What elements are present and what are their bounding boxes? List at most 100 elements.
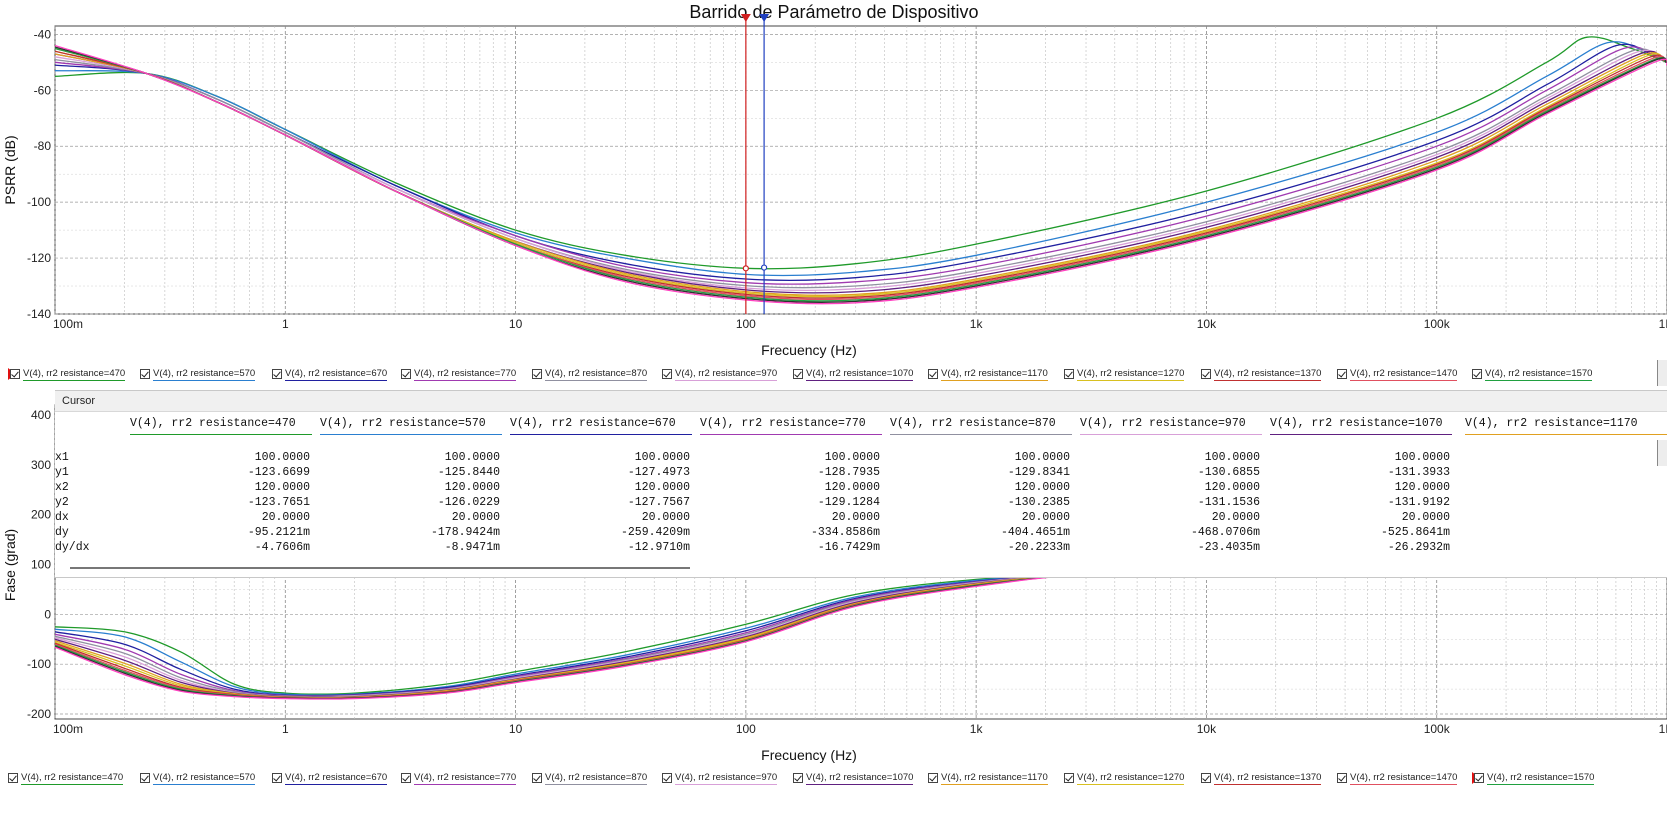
legend-checkbox[interactable] [401,773,411,783]
legend-swatch [1214,783,1322,785]
cursor-cell: -130.6855 [1197,466,1260,479]
cursor-cell: -95.2121m [247,526,310,539]
cursor-cell: -131.9192 [1387,496,1450,509]
legend-checkbox[interactable] [1337,369,1347,379]
cursor-cell: 100.0000 [824,451,880,464]
legend-item[interactable]: V(4), rr2 resistance=1570 [1472,770,1595,786]
legend-item[interactable]: V(4), rr2 resistance=1170 [928,770,1048,786]
cursor-cell: 120.0000 [444,481,500,494]
legend-checkbox[interactable] [532,369,542,379]
legend-swatch [414,379,517,381]
series-line-1[interactable] [55,573,1207,695]
series-line-2[interactable] [55,573,1207,696]
legend-swatch [21,783,124,785]
cursor-handle-b[interactable] [759,14,770,22]
legend-checkbox[interactable] [793,773,803,783]
cursor-cell: -16.7429m [817,541,880,554]
legend-item[interactable]: V(4), rr2 resistance=770 [401,366,517,382]
cursor-marker-a [742,265,749,272]
legend-checkbox[interactable] [928,369,938,379]
legend-item[interactable]: V(4), rr2 resistance=1370 [1201,366,1322,382]
cursor-cell: -131.1536 [1197,496,1260,509]
legend-checkbox[interactable] [532,773,542,783]
legend-swatch [153,783,256,785]
cursor-row-label: dy/dx [55,541,90,554]
magnitude-plot[interactable]: 100m 1 10 100 1k 10k 100k 1M -40 -60 -80 -100 -120 -1… [27,14,1667,331]
legend-checkbox[interactable] [8,773,18,783]
x-tick-label: 1k [970,722,984,736]
legend-checkbox[interactable] [793,369,803,379]
legend-checkbox[interactable] [140,773,150,783]
cursor-column-header: V(4), rr2 resistance=470 [130,417,312,435]
legend-checkbox[interactable] [1201,369,1211,379]
legend-label: V(4), rr2 resistance=1470 [1350,771,1458,785]
legend-label: V(4), rr2 resistance=470 [21,771,124,785]
cursor-cell: 100.0000 [1014,451,1070,464]
cursor-panel-scrollbar[interactable] [70,567,690,569]
legend-checkbox[interactable] [1064,773,1074,783]
series-line-2[interactable] [55,41,1667,277]
series-line-14[interactable] [55,44,1667,305]
legend-checkbox[interactable] [1064,369,1074,379]
legend-item[interactable]: V(4), rr2 resistance=770 [401,770,517,786]
legend-item[interactable]: V(4), rr2 resistance=1470 [1337,770,1458,786]
legend-item[interactable]: V(4), rr2 resistance=1070 [793,366,914,382]
y-tick-label: -100 [27,657,51,671]
legend-item[interactable]: V(4), rr2 resistance=1470 [1337,366,1458,382]
legend-label: V(4), rr2 resistance=1270 [1077,367,1185,381]
legend-checkbox[interactable] [272,773,282,783]
legend-item[interactable]: V(4), rr2 resistance=1570 [1472,366,1593,382]
mag-y-axis-label: PSRR (dB) [2,135,18,204]
legend-item[interactable]: V(4), rr2 resistance=1270 [1064,770,1185,786]
legend-swatch [1350,783,1458,785]
legend-item[interactable]: V(4), rr2 resistance=1270 [1064,366,1185,382]
legend-checkbox[interactable] [1201,773,1211,783]
legend-scroll-handle-top[interactable] [1657,360,1667,386]
legend-item[interactable]: V(4), rr2 resistance=670 [272,770,388,786]
x-tick-label: 1 [282,317,289,331]
x-tick-label: 1M [1659,317,1667,331]
cursor-row-label: y2 [55,496,69,509]
cursor-cell: -123.6699 [247,466,310,479]
cursor-handle-a[interactable] [740,14,751,22]
series-line-14[interactable] [55,572,1207,700]
legend-checkbox[interactable] [401,369,411,379]
legend-item[interactable]: V(4), rr2 resistance=970 [662,366,778,382]
legend-checkbox[interactable] [1337,773,1347,783]
cursor-row-label: dx [55,511,69,524]
legend-checkbox[interactable] [662,773,672,783]
legend-checkbox[interactable] [1472,369,1482,379]
cursor-cell: -129.8341 [1007,466,1070,479]
legend-checkbox[interactable] [1474,773,1484,783]
legend-item[interactable]: V(4), rr2 resistance=1370 [1201,770,1322,786]
legend-item[interactable]: V(4), rr2 resistance=970 [662,770,778,786]
x-tick-label: 10 [509,317,523,331]
legend-item[interactable]: V(4), rr2 resistance=870 [532,770,648,786]
legend-item[interactable]: V(4), rr2 resistance=870 [532,366,648,382]
chart-title: Barrido de Parámetro de Dispositivo [689,2,978,22]
legend-item[interactable]: V(4), rr2 resistance=470 [8,770,124,786]
legend-item[interactable]: V(4), rr2 resistance=570 [140,770,256,786]
cursor-cell: -259.4209m [620,526,690,539]
cursor-cell: -126.0229 [437,496,500,509]
legend-swatch [285,379,388,381]
legend-checkbox[interactable] [662,369,672,379]
legend-checkbox[interactable] [928,773,938,783]
legend-item[interactable]: V(4), rr2 resistance=1170 [928,366,1048,382]
legend-item[interactable]: V(4), rr2 resistance=470 [8,366,126,382]
series-line-5[interactable] [55,48,1667,289]
legend-checkbox[interactable] [272,369,282,379]
cursor-panel-title: Cursor [55,391,1667,412]
legend-checkbox[interactable] [140,369,150,379]
legend-checkbox[interactable] [10,369,20,379]
x-tick-label: 1k [970,317,984,331]
legend-label: V(4), rr2 resistance=1370 [1214,367,1322,381]
cursor-cell: -178.9424m [430,526,500,539]
legend-label: V(4), rr2 resistance=670 [285,771,388,785]
legend-item[interactable]: V(4), rr2 resistance=570 [140,366,256,382]
x-tick-label: 10 [509,722,523,736]
legend-item[interactable]: V(4), rr2 resistance=1070 [793,770,914,786]
cursor-panel-expand-handle[interactable] [1657,440,1667,466]
legend-item[interactable]: V(4), rr2 resistance=670 [272,366,388,382]
x-tick-label: 1 [282,722,289,736]
